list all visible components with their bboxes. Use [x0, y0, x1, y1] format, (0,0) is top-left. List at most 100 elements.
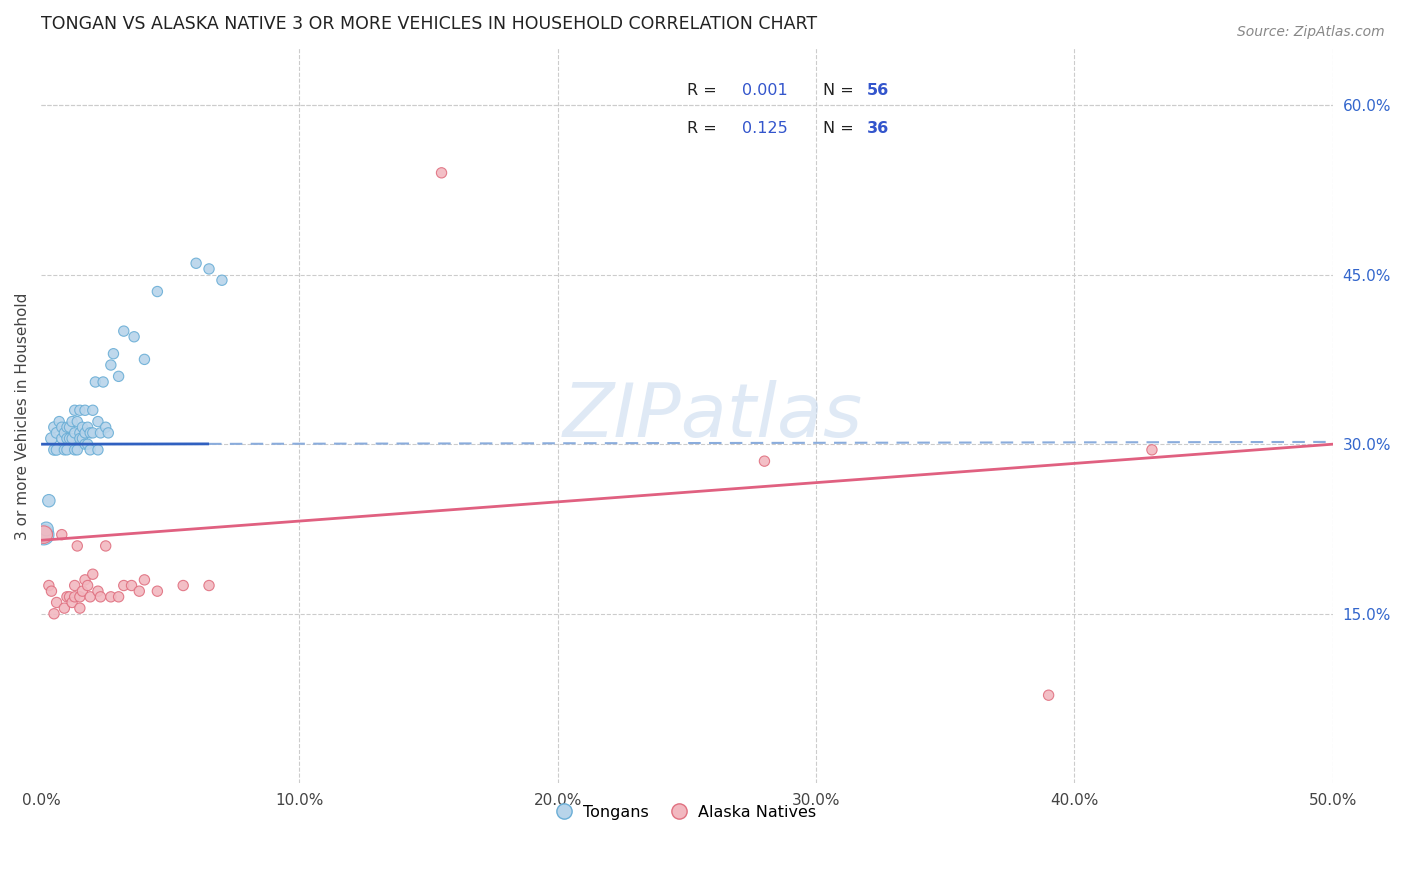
Point — [42, 442, 65, 457]
Point — [66, 442, 89, 457]
Text: R =: R = — [688, 83, 721, 98]
Point — [76, 578, 98, 592]
Text: 56: 56 — [866, 83, 889, 98]
Text: Source: ZipAtlas.com: Source: ZipAtlas.com — [1237, 25, 1385, 39]
Point — [38, 493, 60, 508]
Point — [128, 584, 150, 599]
Point — [38, 578, 60, 592]
Point — [89, 590, 111, 604]
Point — [32, 527, 55, 541]
Point — [69, 601, 91, 615]
Point — [69, 432, 91, 446]
Point — [100, 590, 122, 604]
Point — [69, 425, 91, 440]
Point — [53, 425, 76, 440]
Point — [754, 454, 776, 468]
Point — [82, 425, 104, 440]
Point — [79, 425, 101, 440]
Point — [72, 432, 94, 446]
Text: TONGAN VS ALASKA NATIVE 3 OR MORE VEHICLES IN HOUSEHOLD CORRELATION CHART: TONGAN VS ALASKA NATIVE 3 OR MORE VEHICL… — [41, 15, 817, 33]
Point — [122, 330, 145, 344]
Point — [134, 352, 156, 367]
Point — [82, 403, 104, 417]
Point — [198, 578, 221, 592]
Point — [63, 590, 86, 604]
Point — [58, 420, 80, 434]
Legend: Tongans, Alaska Natives: Tongans, Alaska Natives — [551, 798, 823, 827]
Point — [66, 539, 89, 553]
Point — [146, 285, 169, 299]
Text: 0.001: 0.001 — [742, 83, 789, 98]
Point — [87, 584, 110, 599]
Point — [41, 432, 63, 446]
Point — [430, 166, 453, 180]
Point — [107, 590, 129, 604]
Point — [53, 601, 76, 615]
Point — [73, 403, 96, 417]
Point — [58, 432, 80, 446]
Point — [56, 420, 79, 434]
Point — [97, 425, 120, 440]
Point — [45, 425, 67, 440]
Point — [42, 607, 65, 621]
Point — [45, 595, 67, 609]
Point — [69, 590, 91, 604]
Text: ZIPatlas: ZIPatlas — [562, 380, 863, 452]
Point — [73, 573, 96, 587]
Point — [60, 432, 83, 446]
Point — [72, 584, 94, 599]
Point — [103, 347, 125, 361]
Point — [60, 595, 83, 609]
Point — [51, 527, 73, 541]
Point — [87, 415, 110, 429]
Point — [112, 324, 135, 338]
Point — [73, 425, 96, 440]
Point — [58, 590, 80, 604]
Point — [121, 578, 143, 592]
Point — [79, 442, 101, 457]
Point — [48, 415, 70, 429]
Point — [91, 375, 114, 389]
Point — [211, 273, 233, 287]
Point — [82, 567, 104, 582]
Point — [112, 578, 135, 592]
Point — [63, 403, 86, 417]
Point — [134, 573, 156, 587]
Y-axis label: 3 or more Vehicles in Household: 3 or more Vehicles in Household — [15, 293, 30, 540]
Text: N =: N = — [823, 121, 859, 136]
Point — [56, 590, 79, 604]
Point — [1038, 688, 1060, 702]
Point — [79, 590, 101, 604]
Point — [89, 425, 111, 440]
Text: R =: R = — [688, 121, 727, 136]
Point — [72, 420, 94, 434]
Point — [51, 420, 73, 434]
Point — [69, 403, 91, 417]
Point — [146, 584, 169, 599]
Point — [172, 578, 194, 592]
Point — [41, 584, 63, 599]
Point — [100, 358, 122, 372]
Point — [76, 420, 98, 434]
Point — [63, 442, 86, 457]
Point — [63, 578, 86, 592]
Point — [42, 420, 65, 434]
Point — [63, 425, 86, 440]
Point — [76, 437, 98, 451]
Point — [107, 369, 129, 384]
Point — [184, 256, 207, 270]
Point — [84, 375, 107, 389]
Point — [56, 432, 79, 446]
Point — [94, 539, 117, 553]
Point — [35, 522, 58, 536]
Point — [56, 442, 79, 457]
Point — [1140, 442, 1163, 457]
Text: 0.125: 0.125 — [742, 121, 789, 136]
Point — [94, 420, 117, 434]
Point — [87, 442, 110, 457]
Point — [198, 261, 221, 276]
Text: N =: N = — [823, 83, 859, 98]
Point — [32, 527, 55, 541]
Point — [51, 432, 73, 446]
Point — [45, 442, 67, 457]
